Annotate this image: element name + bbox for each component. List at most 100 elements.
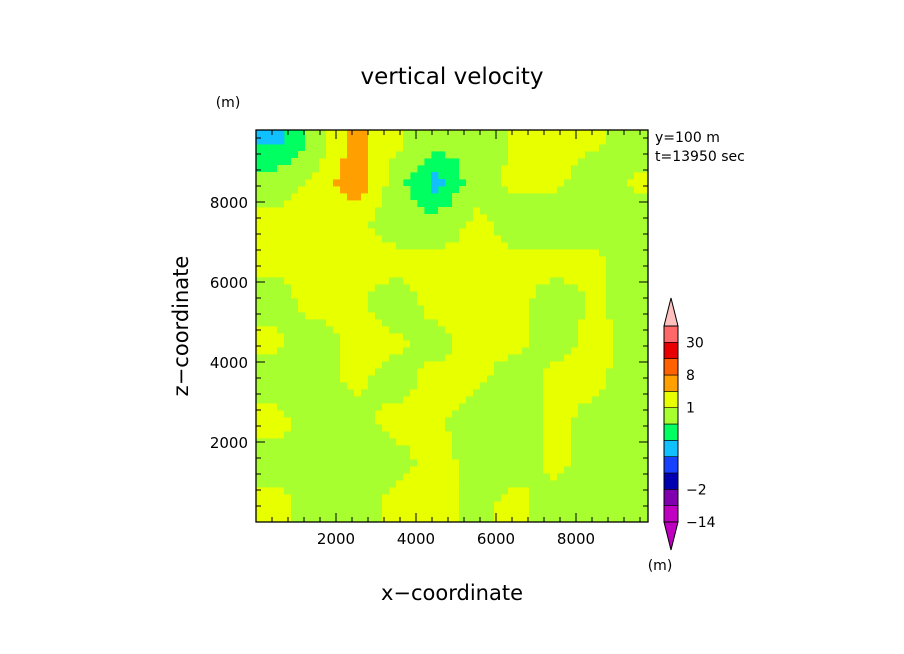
contour-cell (466, 347, 474, 355)
contour-cell (361, 473, 369, 481)
contour-cell (424, 431, 432, 439)
contour-cell (578, 459, 586, 467)
contour-cell (361, 361, 369, 369)
contour-cell (256, 207, 264, 215)
contour-cell (613, 410, 621, 418)
contour-cell (410, 291, 418, 299)
contour-cell (452, 515, 460, 523)
contour-cell (578, 445, 586, 453)
contour-cell (459, 270, 467, 278)
contour-cell (389, 438, 397, 446)
contour-cell (277, 438, 285, 446)
contour-cell (529, 235, 537, 243)
contour-cell (291, 403, 299, 411)
contour-cell (592, 144, 600, 152)
contour-cell (487, 256, 495, 264)
contour-cell (368, 137, 376, 145)
contour-cell (480, 130, 488, 138)
contour-cell (445, 263, 453, 271)
contour-cell (543, 130, 551, 138)
contour-cell (312, 256, 320, 264)
contour-cell (606, 284, 614, 292)
contour-cell (305, 277, 313, 285)
colorbar-arrow-bottom (663, 521, 679, 551)
contour-cell (445, 375, 453, 383)
contour-cell (445, 487, 453, 495)
contour-cell (620, 214, 628, 222)
contour-cell (452, 368, 460, 376)
contour-cell (522, 452, 530, 460)
contour-cell (571, 144, 579, 152)
contour-cell (620, 487, 628, 495)
contour-cell (557, 326, 565, 334)
contour-cell (305, 354, 313, 362)
contour-cell (284, 179, 292, 187)
contour-cell (522, 221, 530, 229)
contour-cell (564, 221, 572, 229)
contour-cell (298, 361, 306, 369)
contour-cell (291, 347, 299, 355)
contour-cell (606, 403, 614, 411)
contour-cell (445, 445, 453, 453)
contour-cell (487, 368, 495, 376)
contour-cell (382, 144, 390, 152)
contour-cell (487, 151, 495, 159)
contour-cell (438, 389, 446, 397)
contour-cell (634, 466, 642, 474)
contour-cell (522, 179, 530, 187)
contour-cell (634, 144, 642, 152)
contour-cell (494, 326, 502, 334)
contour-cell (291, 165, 299, 173)
contour-cell (480, 158, 488, 166)
contour-cell (578, 424, 586, 432)
contour-cell (627, 193, 635, 201)
contour-cell (620, 249, 628, 257)
contour-cell (368, 361, 376, 369)
contour-cell (620, 361, 628, 369)
contour-cell (522, 235, 530, 243)
contour-cell (641, 396, 649, 404)
contour-cell (438, 319, 446, 327)
contour-cell (326, 403, 334, 411)
contour-cell (396, 403, 404, 411)
contour-cell (410, 158, 418, 166)
contour-cell (340, 284, 348, 292)
contour-cell (410, 242, 418, 250)
contour-cell (459, 347, 467, 355)
contour-cell (529, 270, 537, 278)
contour-cell (571, 298, 579, 306)
contour-cell (389, 165, 397, 173)
contour-cell (284, 333, 292, 341)
contour-cell (256, 305, 264, 313)
contour-cell (417, 284, 425, 292)
contour-cell (585, 130, 593, 138)
contour-cell (620, 228, 628, 236)
contour-cell (382, 228, 390, 236)
contour-cell (620, 417, 628, 425)
contour-cell (375, 172, 383, 180)
contour-cell (354, 410, 362, 418)
contour-cell (347, 221, 355, 229)
contour-cell (368, 151, 376, 159)
contour-cell (340, 452, 348, 460)
contour-cell (606, 389, 614, 397)
contour-cell (473, 494, 481, 502)
contour-cell (487, 347, 495, 355)
contour-cell (375, 256, 383, 264)
contour-cell (361, 501, 369, 509)
contour-cell (494, 186, 502, 194)
contour-cell (438, 305, 446, 313)
contour-cell (459, 515, 467, 523)
contour-cell (508, 249, 516, 257)
contour-cell (417, 508, 425, 516)
contour-cell (641, 452, 649, 460)
contour-cell (613, 158, 621, 166)
contour-cell (466, 480, 474, 488)
contour-cell (389, 382, 397, 390)
contour-cell (326, 270, 334, 278)
contour-cell (375, 137, 383, 145)
contour-cell (319, 305, 327, 313)
contour-cell (410, 424, 418, 432)
contour-cell (382, 312, 390, 320)
contour-cell (571, 235, 579, 243)
